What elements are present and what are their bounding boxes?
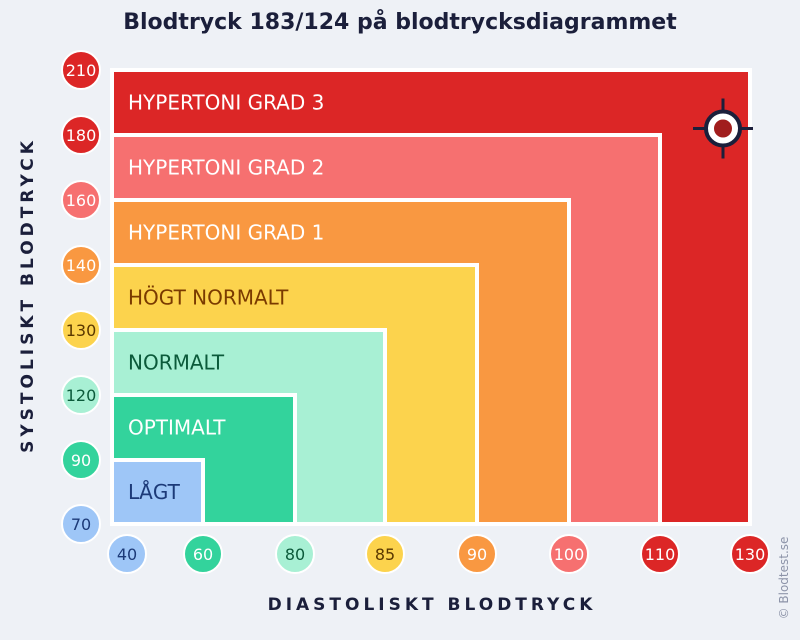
y-tick-label: 120 bbox=[66, 386, 97, 405]
x-axis-label: DIASTOLISKT BLODTRYCK bbox=[267, 595, 597, 615]
reading-marker-icon bbox=[693, 98, 753, 159]
x-tick-circle bbox=[183, 534, 223, 574]
x-tick-label: 60 bbox=[193, 545, 213, 564]
zone-label: LÅGT bbox=[128, 480, 181, 504]
y-tick-label: 210 bbox=[66, 61, 97, 80]
x-tick-circle bbox=[275, 534, 315, 574]
y-tick-circle bbox=[61, 180, 101, 220]
y-tick-label: 130 bbox=[66, 321, 97, 340]
zone-label: HYPERTONI GRAD 1 bbox=[128, 221, 324, 245]
y-tick-label: 180 bbox=[66, 126, 97, 145]
zone-label: NORMALT bbox=[128, 351, 225, 375]
zone-label: OPTIMALT bbox=[128, 416, 226, 440]
y-tick-circle bbox=[61, 375, 101, 415]
y-axis-label: SYSTOLISKT BLODTRYCK bbox=[18, 137, 38, 453]
x-tick-label: 100 bbox=[554, 545, 585, 564]
x-tick-label: 90 bbox=[467, 545, 487, 564]
x-tick-circle bbox=[730, 534, 770, 574]
x-tick-label: 110 bbox=[645, 545, 676, 564]
zone-label: HYPERTONI GRAD 3 bbox=[128, 91, 324, 115]
y-tick-label: 90 bbox=[71, 451, 91, 470]
zone-label: HYPERTONI GRAD 2 bbox=[128, 156, 324, 180]
x-tick-label: 130 bbox=[735, 545, 766, 564]
x-tick-label: 40 bbox=[117, 545, 137, 564]
x-tick-circle bbox=[107, 534, 147, 574]
y-tick-circle bbox=[61, 50, 101, 90]
x-tick-label: 85 bbox=[375, 545, 395, 564]
zone-lågt bbox=[110, 458, 205, 526]
x-tick-label: 80 bbox=[285, 545, 305, 564]
chart-title: Blodtryck 183/124 på blodtrycksdiagramme… bbox=[123, 10, 677, 35]
x-tick-circle bbox=[457, 534, 497, 574]
y-tick-label: 70 bbox=[71, 515, 91, 534]
y-tick-circle bbox=[61, 115, 101, 155]
y-tick-circle bbox=[61, 245, 101, 285]
x-tick-circle bbox=[640, 534, 680, 574]
watermark: © Blodtest.se bbox=[777, 536, 791, 620]
y-tick-circle bbox=[61, 310, 101, 350]
y-tick-label: 160 bbox=[66, 191, 97, 210]
y-tick-label: 140 bbox=[66, 256, 97, 275]
x-tick-circle bbox=[549, 534, 589, 574]
y-tick-circle bbox=[61, 504, 101, 544]
x-tick-circle bbox=[365, 534, 405, 574]
y-tick-circle bbox=[61, 440, 101, 480]
zone-label: HÖGT NORMALT bbox=[128, 286, 289, 310]
